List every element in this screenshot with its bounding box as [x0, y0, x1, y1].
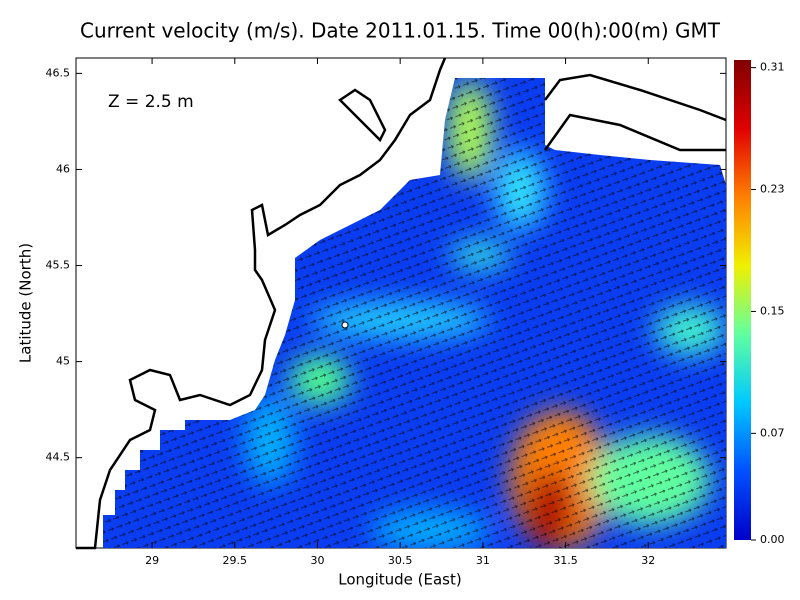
- colorbar-tick-label: 0.23: [760, 183, 785, 196]
- x-tick-label: 31: [476, 554, 490, 567]
- station-marker: [341, 321, 349, 329]
- depth-annotation: Z = 2.5 m: [108, 92, 194, 112]
- x-tick-label: 31.5: [553, 554, 578, 567]
- y-tick-label: 44.5: [46, 451, 71, 464]
- colorbar-tick-label: 0.00: [760, 533, 785, 546]
- y-tick-label: 45: [56, 355, 70, 368]
- coastline: [338, 88, 387, 143]
- y-tick-label: 45.5: [46, 259, 71, 272]
- y-tick-label: 46: [56, 162, 70, 175]
- x-tick-label: 32: [641, 554, 655, 567]
- chart-title: Current velocity (m/s). Date 2011.01.15.…: [80, 19, 721, 43]
- colorbar-tick-label: 0.07: [760, 426, 785, 439]
- coastline: [76, 57, 447, 550]
- x-axis-label: Longitude (East): [338, 571, 461, 589]
- colorbar-tick-label: 0.15: [760, 304, 785, 317]
- x-tick-label: 29: [145, 554, 159, 567]
- y-axis-label: Latitude (North): [17, 243, 35, 363]
- colorbar-tick-label: 0.31: [760, 61, 785, 74]
- x-tick-label: 30: [310, 554, 324, 567]
- x-tick-label: 30.5: [388, 554, 413, 567]
- x-tick-label: 29.5: [223, 554, 248, 567]
- colorbar: [734, 60, 751, 540]
- y-tick-label: 46.5: [46, 66, 71, 79]
- coastline: [543, 73, 727, 152]
